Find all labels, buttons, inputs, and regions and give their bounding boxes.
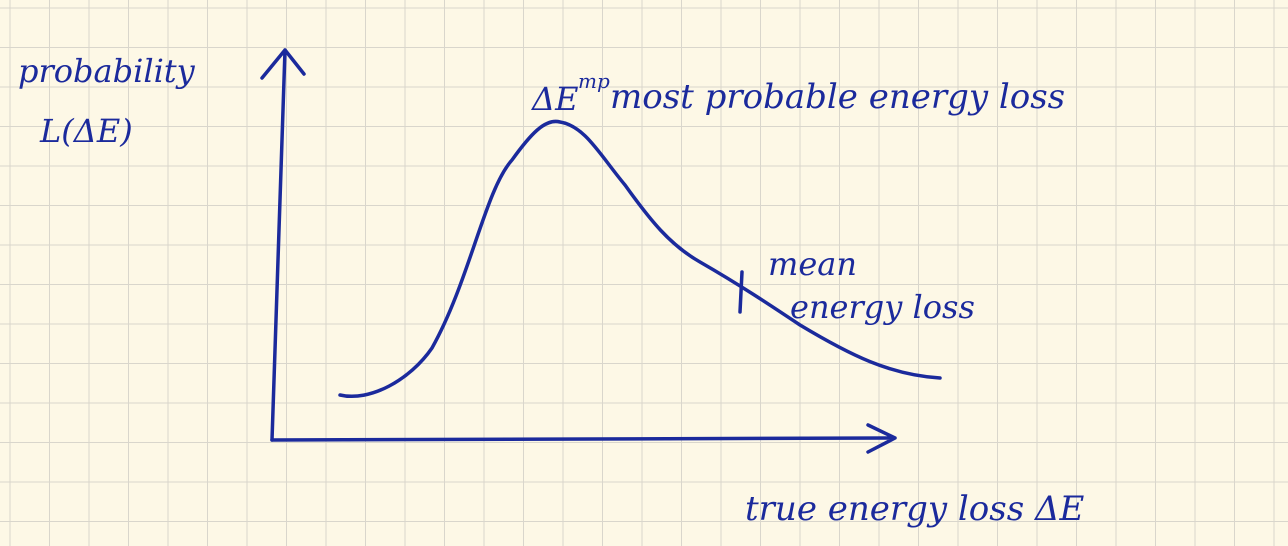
y-axis xyxy=(260,48,306,442)
mean-label-line2: energy loss xyxy=(790,288,975,326)
y-label-line1: probability xyxy=(18,52,196,90)
mean-tick xyxy=(738,270,744,314)
peak-label: most probable energy loss xyxy=(610,77,1065,117)
distribution-curve xyxy=(338,119,942,398)
y-label-line2: L(ΔE) xyxy=(39,112,133,150)
peak-superscript: mp xyxy=(578,69,610,93)
peak-symbol: ΔE xyxy=(530,80,578,118)
mean-label-line1: mean xyxy=(768,245,857,283)
x-axis xyxy=(270,423,897,454)
x-label: true energy loss ΔE xyxy=(745,489,1085,529)
